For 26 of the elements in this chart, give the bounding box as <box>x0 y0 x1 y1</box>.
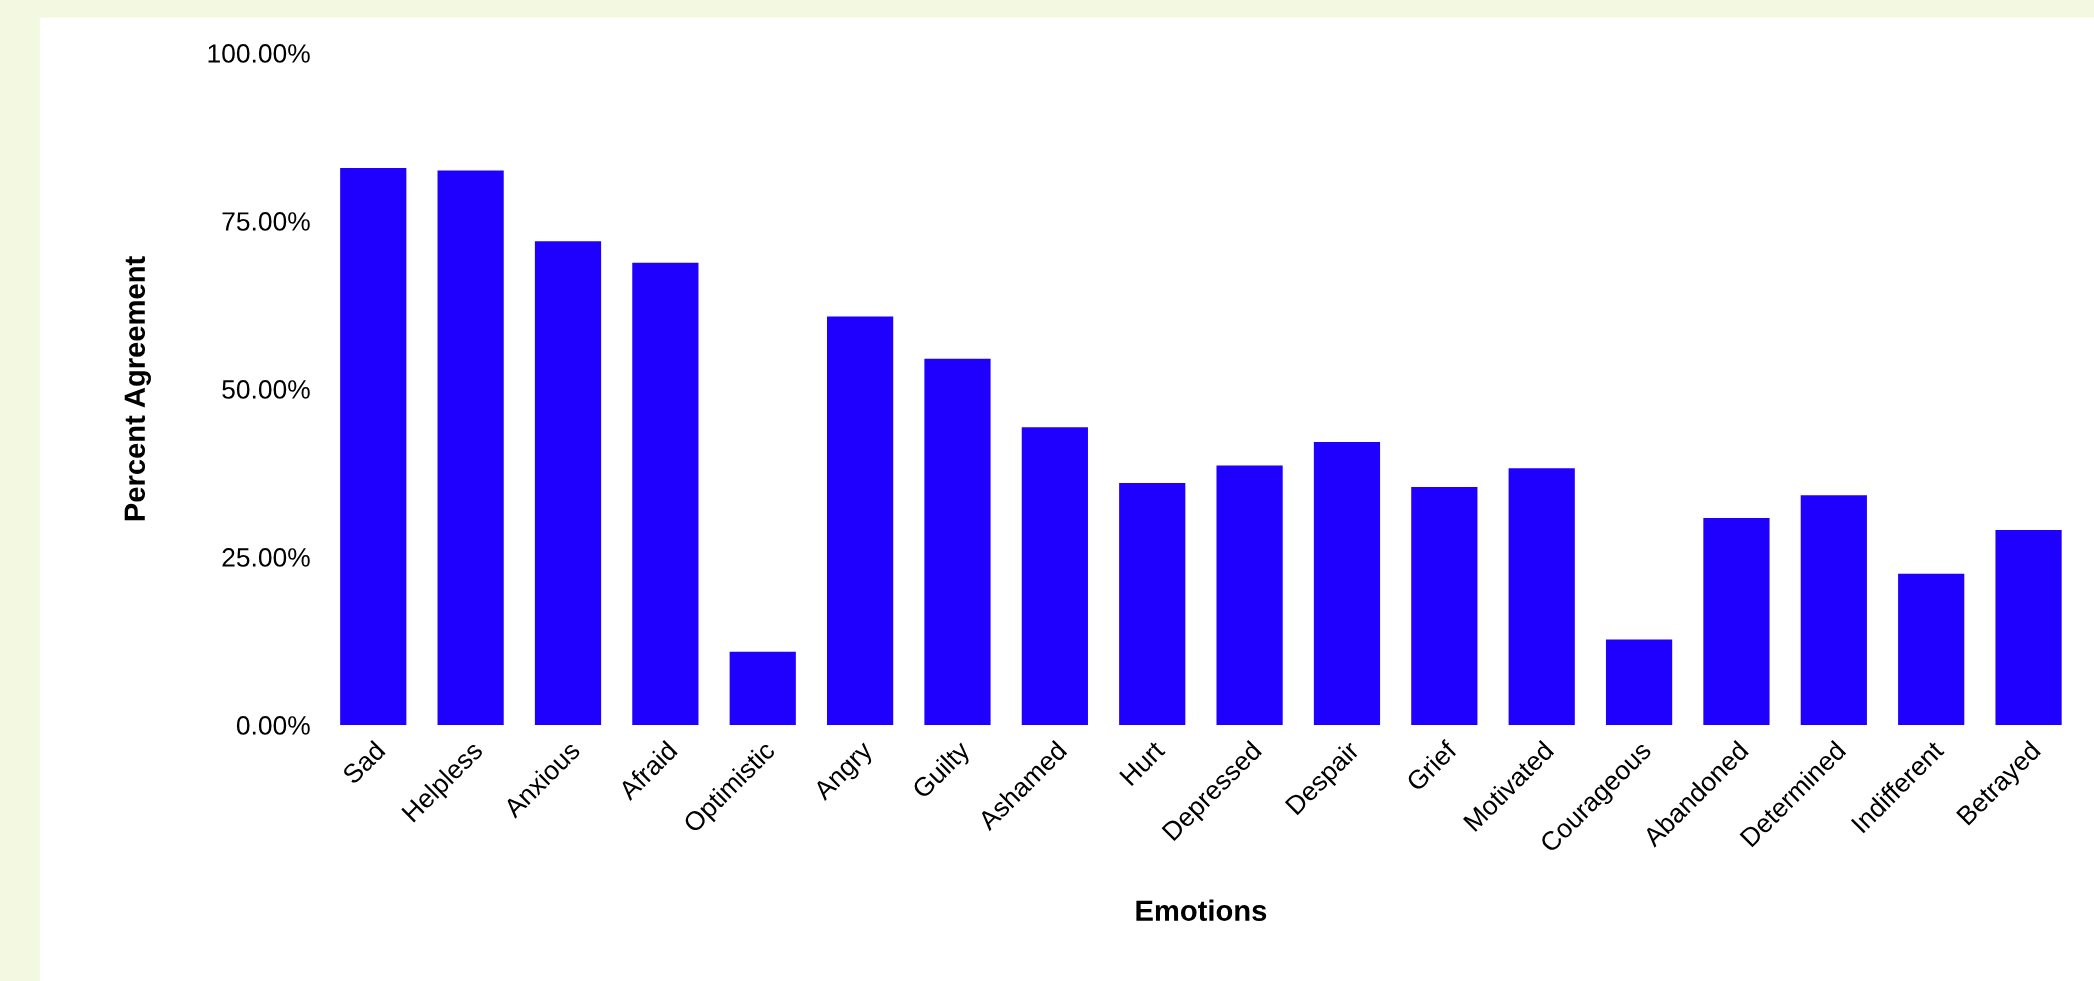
y-tick-label: 50.00% <box>222 380 310 399</box>
x-axis-title: Emotions <box>1136 899 1267 921</box>
y-tick-label: 0.00% <box>236 716 310 735</box>
x-tick-label: Sad <box>340 740 386 785</box>
y-axis-title: Percent Agreement <box>124 256 151 521</box>
bar <box>1216 465 1283 725</box>
bar <box>1313 442 1381 725</box>
bar <box>1800 495 1867 725</box>
y-tick-label: 100.00% <box>208 44 310 63</box>
bar <box>729 651 796 725</box>
bar <box>1021 427 1088 725</box>
bar <box>924 358 991 725</box>
y-tick-label: 25.00% <box>222 548 310 567</box>
bar <box>437 170 504 725</box>
bar <box>1605 639 1673 725</box>
bar <box>1411 487 1478 725</box>
bar <box>1703 517 1770 725</box>
bar <box>1898 573 1965 725</box>
y-tick-label: 75.00% <box>222 212 310 231</box>
bar <box>1995 530 2062 725</box>
bar <box>1119 483 1186 725</box>
bar <box>632 262 699 725</box>
bar <box>1508 468 1575 725</box>
bar <box>340 167 407 725</box>
bar <box>827 316 894 725</box>
bar <box>534 241 602 725</box>
